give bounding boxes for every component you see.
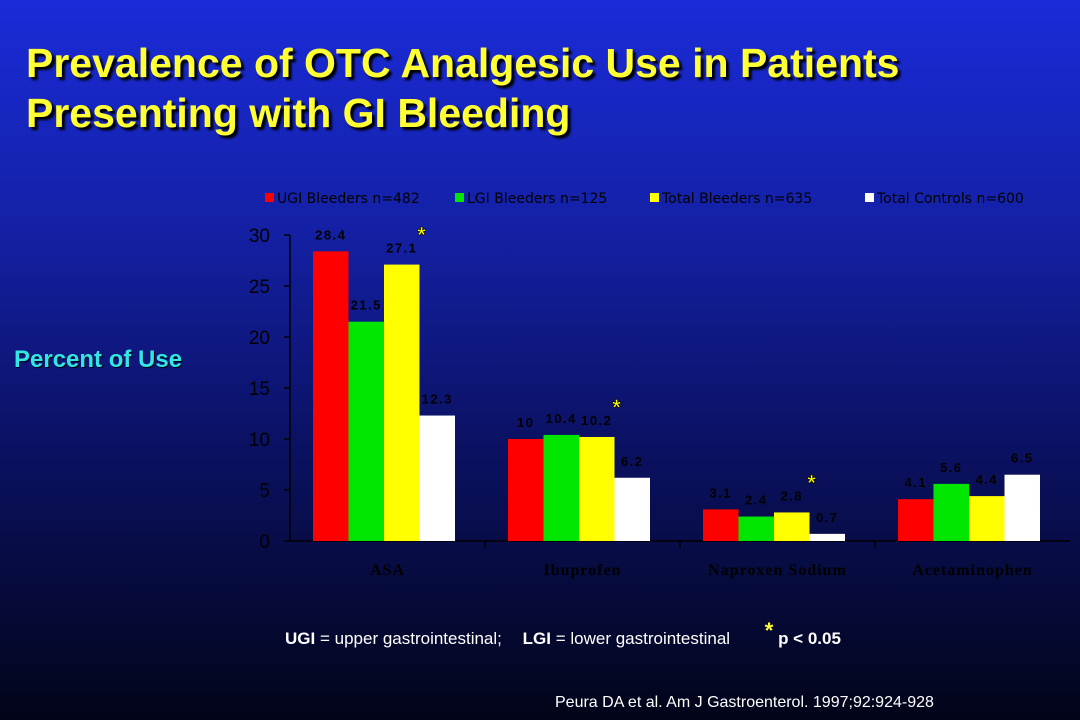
category-label: Naproxen Sodium [708, 562, 847, 579]
y-tick-label: 20 [249, 328, 270, 349]
footnote-lgi-text: = lower gastrointestinal [555, 629, 731, 648]
footnote: UGI = upper gastrointestinal; LGI = lowe… [285, 618, 841, 650]
significance-marker: * [807, 470, 816, 495]
data-label: 2.8 [780, 488, 803, 503]
bar [969, 496, 1005, 541]
data-label: 12.3 [422, 392, 453, 407]
category-label: Acetaminophen [912, 562, 1033, 579]
bar [614, 477, 650, 541]
legend-label: LGI Bleeders n=125 [467, 191, 607, 207]
y-tick-label: 0 [259, 532, 270, 553]
bar [543, 434, 579, 541]
bar [579, 436, 615, 541]
data-label: 27.1 [386, 241, 417, 256]
bar [898, 499, 934, 541]
significance-marker: * [612, 395, 621, 420]
category-label: ASA [370, 562, 405, 579]
legend-label: Total Controls n=600 [876, 191, 1024, 207]
bar [384, 264, 420, 541]
bar [809, 533, 845, 541]
footnote-lgi-abbr: LGI [522, 629, 551, 648]
slide-title-line-1: Prevalence of OTC Analgesic Use in Patie… [26, 40, 900, 86]
data-label: 0.7 [816, 510, 839, 525]
legend-label: UGI Bleeders n=482 [277, 191, 420, 207]
y-tick-label: 15 [249, 379, 270, 400]
data-label: 10 [517, 415, 534, 430]
slide-title: Prevalence of OTC Analgesic Use in Patie… [26, 38, 1066, 138]
data-label: 3.1 [709, 485, 732, 500]
legend-swatch [650, 193, 659, 202]
legend-swatch [265, 193, 274, 202]
data-label: 4.4 [975, 472, 998, 487]
bar [703, 509, 739, 541]
data-label: 5.6 [940, 460, 963, 475]
footnote-significance-star: * [764, 618, 774, 643]
data-label: 10.4 [546, 411, 577, 426]
data-label: 10.2 [581, 413, 612, 428]
y-axis-label: Percent of Use [14, 346, 183, 373]
data-label: 6.5 [1011, 451, 1034, 466]
bar [1004, 474, 1040, 541]
bar [933, 483, 969, 541]
bar [348, 321, 384, 541]
y-tick-label: 30 [249, 226, 270, 247]
bar [313, 251, 349, 541]
data-label: 21.5 [351, 298, 382, 313]
footnote-ugi-abbr: UGI [285, 629, 316, 648]
bar [738, 516, 774, 541]
bar [419, 415, 455, 541]
footnote-p-value: p < 0.05 [778, 629, 841, 648]
legend-swatch [455, 193, 464, 202]
slide-title-line-2: Presenting with GI Bleeding [26, 90, 571, 136]
significance-marker: * [417, 223, 426, 248]
bar [508, 439, 544, 541]
data-label: 28.4 [315, 227, 346, 242]
legend-label: Total Bleeders n=635 [661, 191, 812, 207]
y-tick-label: 10 [249, 430, 270, 451]
footnote-ugi-text: = upper gastrointestinal; [319, 629, 502, 648]
data-label: 6.2 [621, 454, 644, 469]
y-tick-label: 25 [249, 277, 270, 298]
y-tick-label: 5 [259, 481, 270, 502]
citation: Peura DA et al. Am J Gastroenterol. 1997… [555, 694, 934, 711]
category-label: Ibuprofen [543, 562, 621, 579]
bar [774, 512, 810, 541]
data-label: 2.4 [745, 493, 768, 508]
data-label: 4.1 [904, 475, 927, 490]
legend-swatch [865, 193, 874, 202]
